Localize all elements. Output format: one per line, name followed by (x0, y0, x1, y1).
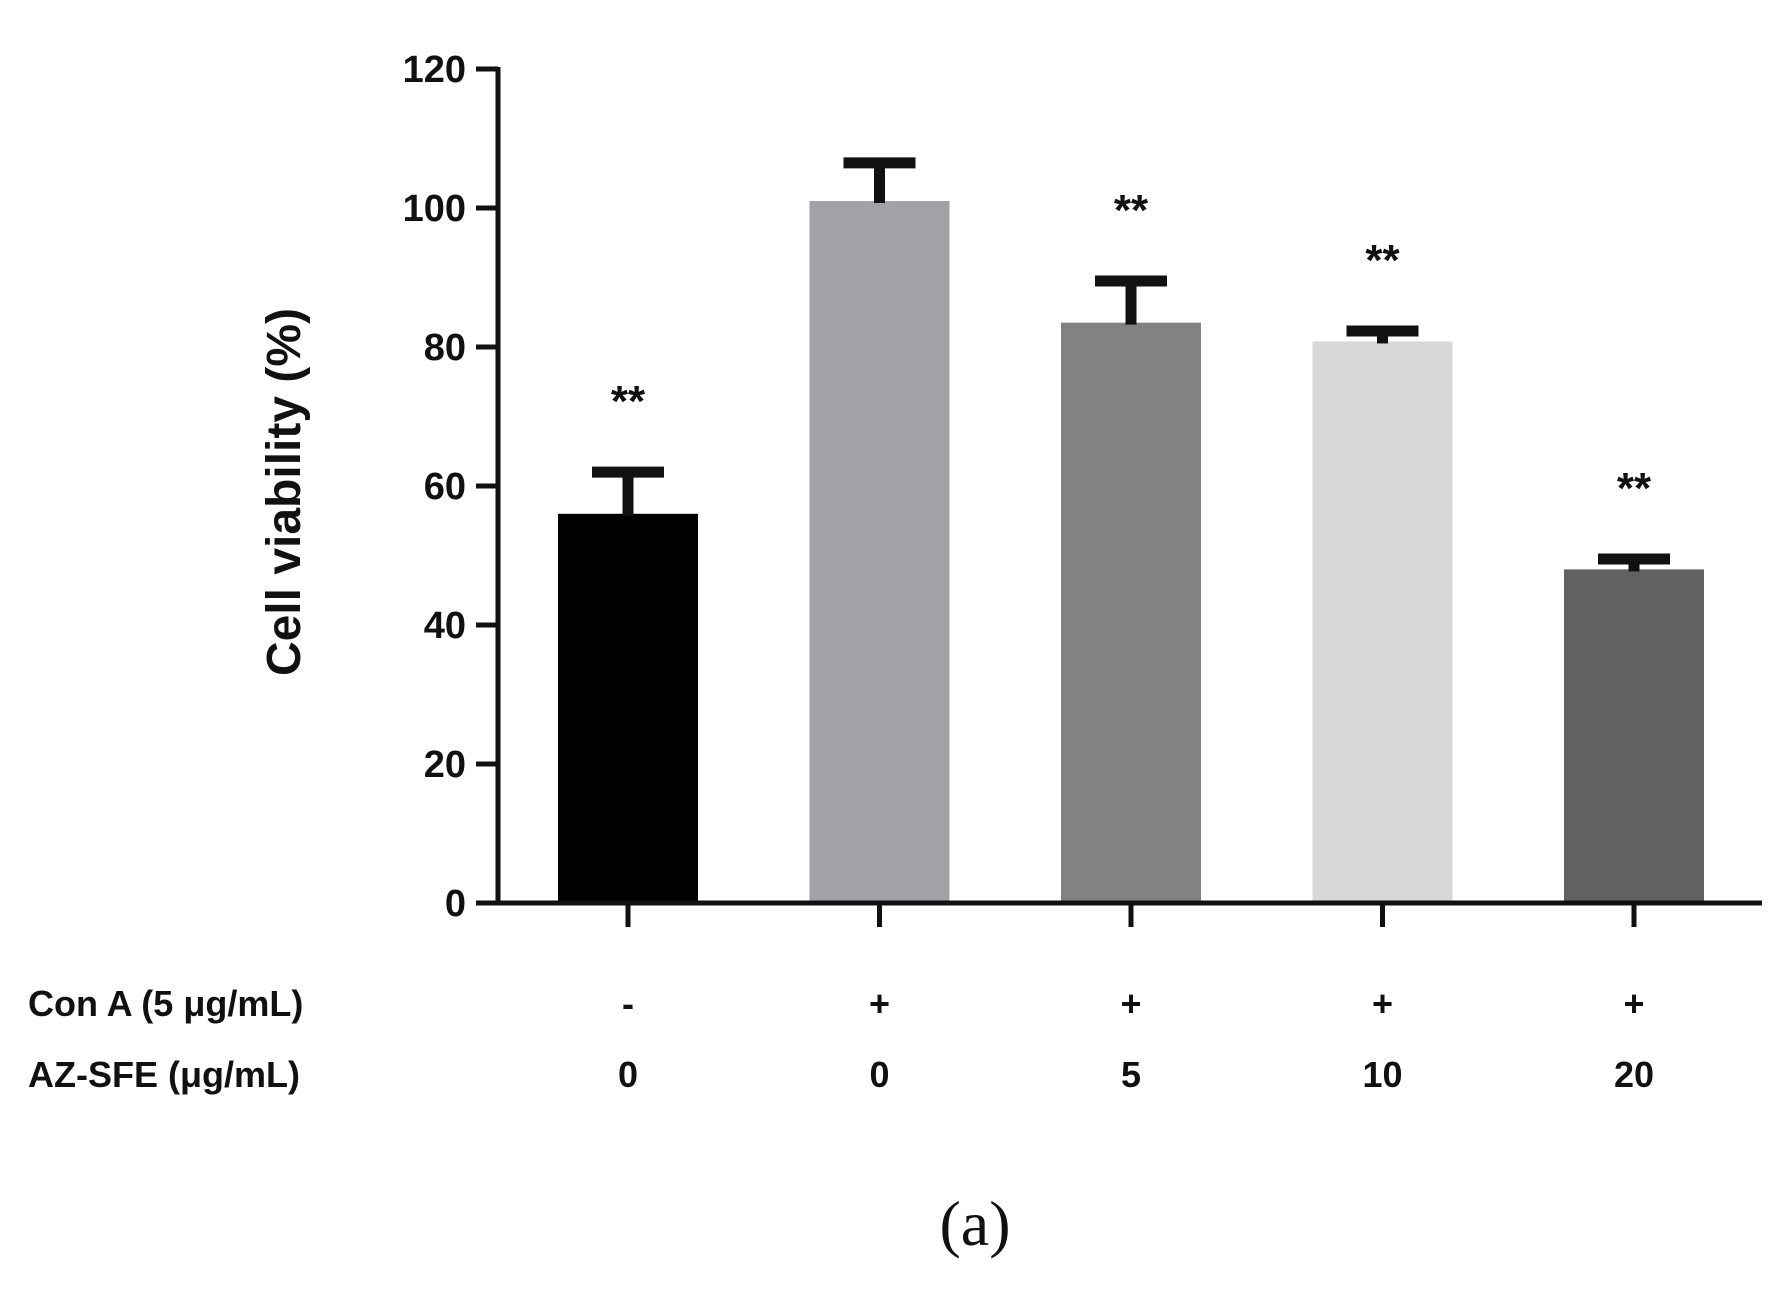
x-ticks-layer (625, 903, 1637, 927)
bars-layer (558, 201, 1704, 904)
significance-marker: ** (1617, 464, 1652, 513)
treatment-value: + (1120, 983, 1141, 1024)
y-tick-label: 40 (424, 605, 466, 647)
y-tick-label: 20 (424, 744, 466, 786)
treatment-value: - (622, 983, 634, 1024)
significance-marker: ** (1114, 186, 1149, 235)
treatment-rows: Con A (5 μg/mL) - + + + + AZ-SFE (μg/mL) 0 0 5 10 2… (28, 983, 1654, 1095)
treatment-value: 0 (618, 1054, 638, 1095)
treatment-row-label: AZ-SFE (μg/mL) (28, 1054, 300, 1095)
y-tick-label: 0 (445, 883, 466, 925)
significance-marker: ** (1365, 236, 1400, 285)
bar (558, 513, 698, 903)
significance-layer: ** ** ** ** (611, 186, 1652, 513)
y-tick-label: 120 (403, 49, 466, 91)
y-tick-label: 80 (424, 327, 466, 369)
treatment-value: 10 (1362, 1054, 1402, 1095)
significance-marker: ** (611, 377, 646, 426)
bar (1564, 569, 1704, 903)
y-tick-label: 60 (424, 466, 466, 508)
bar (809, 201, 950, 904)
y-axis-label: Cell viability (%) (258, 308, 311, 676)
error-bars-layer (592, 157, 1670, 572)
bar (1312, 341, 1453, 903)
bar (1061, 322, 1201, 903)
treatment-value: + (1372, 983, 1393, 1024)
y-tick-label: 100 (403, 188, 466, 230)
figure-caption: (a) (939, 1188, 1010, 1259)
y-ticks-layer: 0 20 40 60 80 100 120 (403, 49, 498, 925)
treatment-value: + (1623, 983, 1644, 1024)
treatment-row-label: Con A (5 μg/mL) (28, 983, 303, 1024)
treatment-value: 20 (1614, 1054, 1654, 1095)
treatment-value: 5 (1121, 1054, 1141, 1095)
treatment-value: 0 (869, 1054, 889, 1095)
treatment-value: + (869, 983, 890, 1024)
